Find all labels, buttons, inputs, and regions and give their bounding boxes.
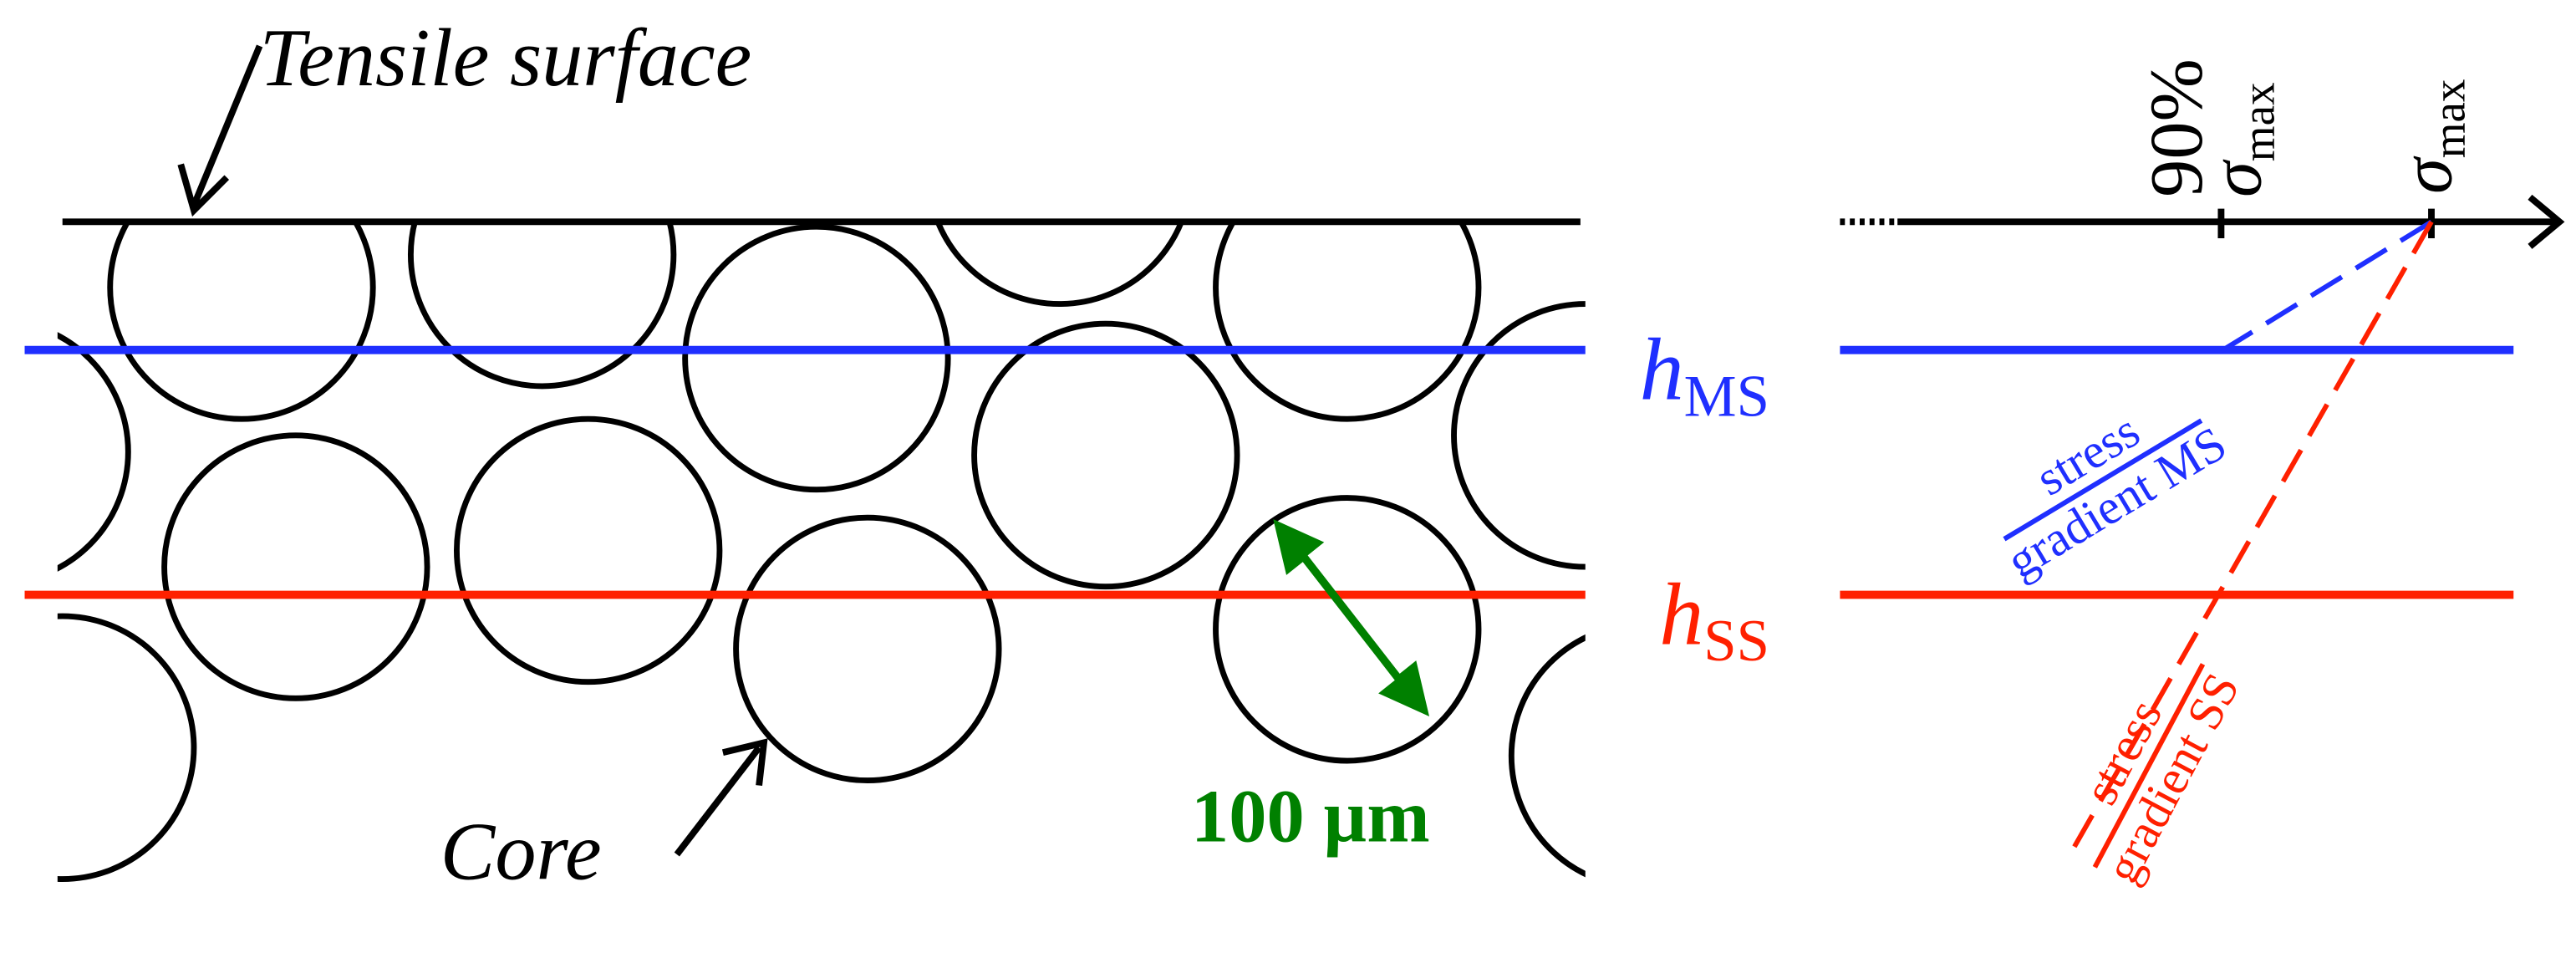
label-part: max <box>2232 82 2283 161</box>
label-part: h <box>1640 320 1684 419</box>
label-part: σ <box>2197 159 2277 197</box>
label-part: MS <box>1684 364 1769 429</box>
pointer-arrows <box>177 44 768 857</box>
gradient-ms-line <box>2208 219 2433 360</box>
gradient-ss-label: stress gradient SS <box>2072 663 2250 892</box>
particles <box>57 222 1586 882</box>
gradient-ss-line <box>2068 220 2434 856</box>
scale-arrow <box>1273 519 1430 716</box>
tensile-surface-label: Tensile surface <box>260 13 752 104</box>
svg-text:σmax: σmax <box>2387 79 2475 194</box>
label-part: max <box>2423 79 2474 159</box>
svg-text:σmax: σmax <box>2197 82 2284 196</box>
scale-bar-label: 100 µm <box>1191 773 1430 858</box>
tick-90-label: 90% σmax <box>2134 59 2283 197</box>
h-ss-label: hSS <box>1659 564 1769 674</box>
label-part: SS <box>1703 609 1769 674</box>
tick-max-label: σmax <box>2387 79 2475 194</box>
core-label: Core <box>440 807 602 898</box>
gradient-ms-label: stress gradient MS <box>1997 402 2235 589</box>
axis-arrowhead <box>2528 194 2565 249</box>
h-ms-label: hMS <box>1640 320 1769 430</box>
label-part: 90% <box>2134 59 2218 197</box>
label-part: σ <box>2387 155 2467 194</box>
label-part: h <box>1659 564 1703 663</box>
